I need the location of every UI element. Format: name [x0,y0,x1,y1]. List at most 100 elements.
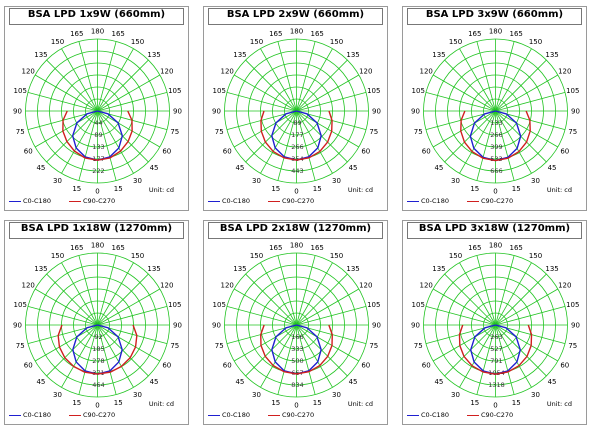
grid-spoke [432,110,496,148]
chart-title: BSA LPD 2x18W (1270mm) [219,223,372,234]
angle-tick-label: 165 [311,30,324,38]
angle-tick-label: 60 [560,148,569,156]
series-line [460,110,531,162]
angle-tick-label: 75 [16,342,25,350]
grid-spoke [277,41,297,112]
grid-spoke [97,110,134,174]
angle-tick-label: 15 [512,185,521,193]
series-line [62,110,133,161]
radial-tick-label: 464 [92,381,104,389]
angle-tick-label: 30 [133,391,142,399]
angle-tick-label: 150 [449,38,462,46]
angle-tick-label: 75 [568,128,577,136]
unit-label: Unit: cd [546,186,572,194]
legend-swatch [9,414,21,416]
legend-label: C90-C270 [83,197,116,205]
legend-label: C0-C180 [23,411,51,419]
angle-tick-label: 0 [95,188,99,196]
angle-tick-label: 105 [566,87,579,95]
angle-tick-label: 0 [294,188,298,196]
grid-spoke [97,59,149,112]
angle-tick-label: 120 [22,68,35,76]
grid-spoke [476,255,496,326]
chart-title: BSA LPD 3x18W (1270mm) [418,223,571,234]
angle-tick-label: 60 [162,362,171,370]
angle-tick-label: 90 [13,322,22,330]
angle-tick-label: 165 [112,30,125,38]
angle-tick-label: 45 [434,164,443,172]
grid-spoke [495,48,532,112]
grid-spoke [34,324,98,362]
chart-title-box [9,8,184,25]
unit-label: Unit: cd [347,400,373,408]
grid-spoke [97,273,149,326]
radial-tick-label: 500 [291,357,303,365]
angle-tick-label: 120 [22,282,35,290]
legend-item: C90-C270 [69,197,115,205]
legend-label: C90-C270 [481,197,514,205]
radial-tick-label: 354 [291,155,303,163]
angle-tick-label: 30 [332,391,341,399]
angle-tick-label: 15 [72,185,81,193]
radial-tick-label: 185 [92,345,104,353]
grid-spoke [277,324,297,395]
angle-tick-label: 135 [147,265,160,273]
angle-tick-label: 30 [252,177,261,185]
grid-spoke [61,110,98,174]
radial-tick-label: 89 [94,131,102,139]
grid-spoke [495,255,515,326]
angle-tick-label: 60 [422,148,431,156]
radial-tick-label: 177 [92,155,104,163]
legend-label: C90-C270 [282,411,315,419]
angle-tick-label: 60 [223,148,232,156]
radial-tick-label: 533 [490,155,502,163]
angle-tick-label: 45 [36,164,45,172]
grid-spoke [233,324,297,362]
radial-tick-label: 44 [94,119,102,127]
angle-tick-label: 120 [160,282,173,290]
legend-swatch [69,200,81,202]
grid-spoke [495,324,547,377]
angle-tick-label: 15 [114,399,123,407]
polar-plot: 0 151530304545606075759090105105120120135… [411,242,580,410]
legend-label: C90-C270 [83,411,116,419]
angle-tick-label: 135 [34,51,47,59]
angle-tick-label: 45 [548,164,557,172]
angle-tick-label: 90 [571,108,580,116]
angle-tick-label: 120 [160,68,173,76]
grid-spoke [296,324,348,377]
angle-tick-label: 150 [330,38,343,46]
grid-spoke [495,74,559,112]
radial-tick-label: 166 [291,333,303,341]
legend: C0-C180 C90-C270 [407,197,537,207]
legend: C0-C180 C90-C270 [9,411,139,421]
chart-title: BSA LPD 3x9W (660mm) [425,9,564,20]
grid-spoke [97,110,117,181]
radial-tick-label: 278 [92,357,104,365]
grid-spoke [296,262,333,326]
grid-spoke [296,48,333,112]
angle-tick-label: 15 [271,185,280,193]
angle-tick-label: 30 [332,177,341,185]
unit-label: Unit: cd [347,186,373,194]
chart-title-box [208,222,383,239]
angle-tick-label: 150 [529,252,542,260]
angle-tick-label: 120 [221,68,234,76]
angle-tick-label: 90 [13,108,22,116]
radial-tick-label: 133 [92,143,104,151]
angle-tick-label: 120 [420,68,433,76]
legend-swatch [69,414,81,416]
grid-spoke [432,288,496,326]
grid-spoke [444,59,496,112]
grid-spoke [459,324,496,388]
angle-tick-label: 105 [168,87,181,95]
legend-item: C90-C270 [268,197,314,205]
grid-spoke [425,91,496,112]
angle-tick-label: 120 [558,282,571,290]
angle-tick-label: 75 [414,342,423,350]
series-line [57,324,138,375]
angle-tick-label: 45 [235,378,244,386]
angle-tick-label: 60 [361,362,370,370]
angle-tick-label: 45 [150,164,159,172]
legend-swatch [467,414,479,416]
